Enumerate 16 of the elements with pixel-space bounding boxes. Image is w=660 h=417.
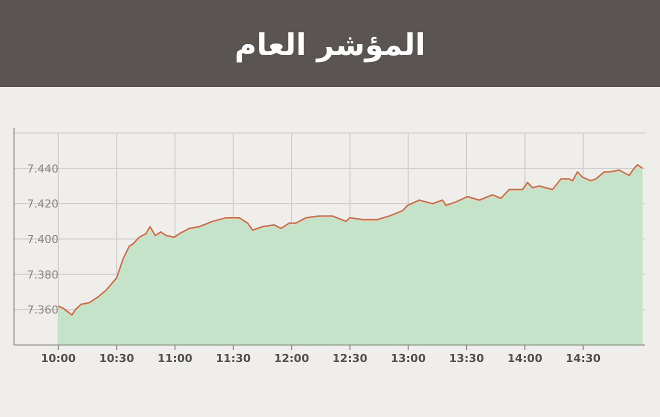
y-tick-label: 7.400 [27,233,58,246]
y-tick-label: 7.420 [27,198,58,211]
x-tick-label: 13:30 [449,352,484,365]
y-tick-label: 7.440 [27,162,58,176]
x-tick-label: 13:00 [390,352,426,365]
x-tick-label: 12:30 [332,352,368,365]
y-tick-label: 7.360 [27,304,58,317]
y-tick-label: 7.380 [27,268,58,282]
x-tick-label: 10:00 [40,352,76,365]
x-tick-label: 10:30 [99,352,134,365]
chart-title: المؤشر العام [234,28,426,63]
x-tick-label: 11:00 [157,352,193,365]
x-tick-label: 12:00 [274,352,310,365]
x-tick-label: 11:30 [216,352,252,365]
x-tick-label: 14:30 [566,352,602,365]
x-tick-label: 14:00 [507,352,543,365]
